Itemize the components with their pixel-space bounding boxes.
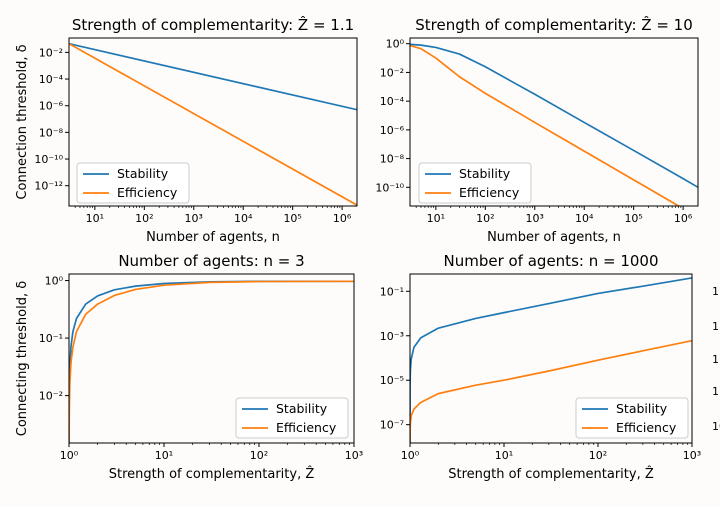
x-tick-label: 10¹: [86, 212, 104, 225]
x-tick-label: 10³: [526, 212, 544, 225]
cropped-tick-fragment: 10: [712, 420, 720, 433]
legend-label-stability: Stability: [276, 401, 328, 416]
legend-label-stability: Stability: [117, 166, 169, 181]
y-tick-label: 10⁻⁶: [39, 100, 64, 113]
series-line-stability: [69, 42, 357, 111]
x-tick-label: 10²: [250, 449, 268, 462]
y-tick-label: 10⁻³: [380, 330, 404, 343]
legend-label-efficiency: Efficiency: [276, 420, 337, 435]
y-tick-label: 10⁻⁴: [380, 95, 405, 108]
legend-label-efficiency: Efficiency: [117, 185, 178, 200]
y-tick-label: 10⁻¹: [39, 332, 63, 345]
x-axis-label: Number of agents, n: [146, 230, 280, 245]
x-axis-label: Strength of complementarity, Ẑ: [109, 466, 315, 482]
chart-panel-1: 10¹ 10² 10³ 10⁴ 10⁵ 10⁶ 10⁻² 10⁻⁴ 10⁻⁶ 10⁻⁸ 10⁻¹⁰ 1…: [15, 15, 358, 245]
y-tick-label: 10⁻⁸: [380, 153, 405, 166]
cropped-tick-fragment: 1: [712, 285, 719, 298]
cropped-tick-fragment: 1: [712, 320, 719, 333]
y-tick-label: 10⁻⁶: [380, 124, 405, 137]
x-tick-label: 10¹: [155, 449, 173, 462]
y-tick-label: 10⁻²: [39, 390, 63, 403]
x-axis-label: Strength of complementarity, Ẑ: [448, 466, 654, 482]
y-tick-label: 10⁰: [386, 38, 405, 51]
y-tick-label: 10⁻⁵: [380, 374, 404, 387]
axes-frame: [409, 273, 693, 444]
chart-panel-2: 10¹ 10² 10³ 10⁴ 10⁵ 10⁶ 10⁰ 10⁻² 10⁻⁴ 10⁻⁶ 10⁻⁸ 10⁻…: [375, 15, 699, 245]
legend-label-efficiency: Efficiency: [459, 185, 520, 200]
chart-title: Strength of complementarity: Ẑ = 10: [415, 15, 693, 34]
series-line-stability: [410, 43, 698, 189]
y-tick-label: 10⁻⁴: [39, 73, 64, 86]
x-tick-label: 10⁵: [283, 212, 301, 225]
legend: Stability Efficiency: [76, 162, 190, 204]
x-tick-label: 10⁴: [234, 212, 253, 225]
x-tick-label: 10³: [185, 212, 203, 225]
legend-label-stability: Stability: [459, 166, 511, 181]
y-tick-label: 10⁻¹: [380, 285, 404, 298]
legend: Stability Efficiency: [418, 162, 532, 204]
chart-panel-4: 10⁰ 10¹ 10² 10³ 10⁻¹ 10⁻³ 10⁻⁵ 10⁻⁷ Number of ag…: [380, 252, 701, 482]
y-tick-label: 10⁻¹⁰: [34, 153, 63, 166]
y-tick-label: 10⁻²: [380, 66, 404, 79]
chart-panel-3: 10⁰ 10¹ 10² 10³ 10⁰ 10⁻¹ 10⁻² Number of agents:…: [15, 252, 363, 482]
legend: Stability Efficiency: [235, 397, 349, 439]
x-tick-label: 10⁰: [401, 449, 420, 462]
x-tick-label: 10¹: [495, 449, 513, 462]
axes-frame: [68, 37, 358, 207]
cropped-tick-fragment: 1: [712, 385, 719, 398]
x-tick-label: 10⁵: [624, 212, 642, 225]
y-tick-label: 10⁻¹⁰: [375, 181, 404, 194]
x-tick-label: 10²: [476, 212, 494, 225]
y-tick-label: 10⁻⁸: [39, 126, 64, 139]
legend: Stability Efficiency: [575, 397, 689, 439]
cropped-tick-fragment: 1: [712, 353, 719, 366]
y-tick-label: 10⁰: [45, 275, 64, 288]
chart-title: Strength of complementarity: Ẑ = 1.1: [72, 15, 354, 34]
series-line-efficiency: [69, 42, 357, 206]
x-tick-label: 10¹: [427, 212, 445, 225]
x-tick-label: 10⁶: [674, 212, 693, 225]
chart-title: Number of agents: n = 1000: [443, 252, 658, 270]
x-tick-label: 10³: [683, 449, 701, 462]
axes-frame: [68, 273, 355, 444]
series-line-efficiency: [410, 44, 681, 206]
y-tick-label: 10⁻⁷: [380, 419, 404, 432]
y-tick-label: 10⁻¹²: [34, 180, 63, 193]
y-axis-label: Connecting threshold, δ: [15, 281, 30, 436]
x-tick-label: 10⁴: [575, 212, 594, 225]
axes-frame: [409, 37, 699, 207]
x-tick-label: 10²: [589, 449, 607, 462]
legend-label-stability: Stability: [616, 401, 668, 416]
legend-label-efficiency: Efficiency: [616, 420, 677, 435]
x-axis-label: Number of agents, n: [487, 230, 621, 245]
chart-title: Number of agents: n = 3: [118, 252, 304, 270]
x-tick-label: 10²: [135, 212, 153, 225]
x-tick-label: 10³: [345, 449, 363, 462]
x-tick-label: 10⁰: [60, 449, 79, 462]
y-tick-label: 10⁻²: [39, 46, 63, 59]
x-tick-label: 10⁶: [333, 212, 352, 225]
y-axis-label: Connection threshold, δ: [15, 44, 30, 199]
